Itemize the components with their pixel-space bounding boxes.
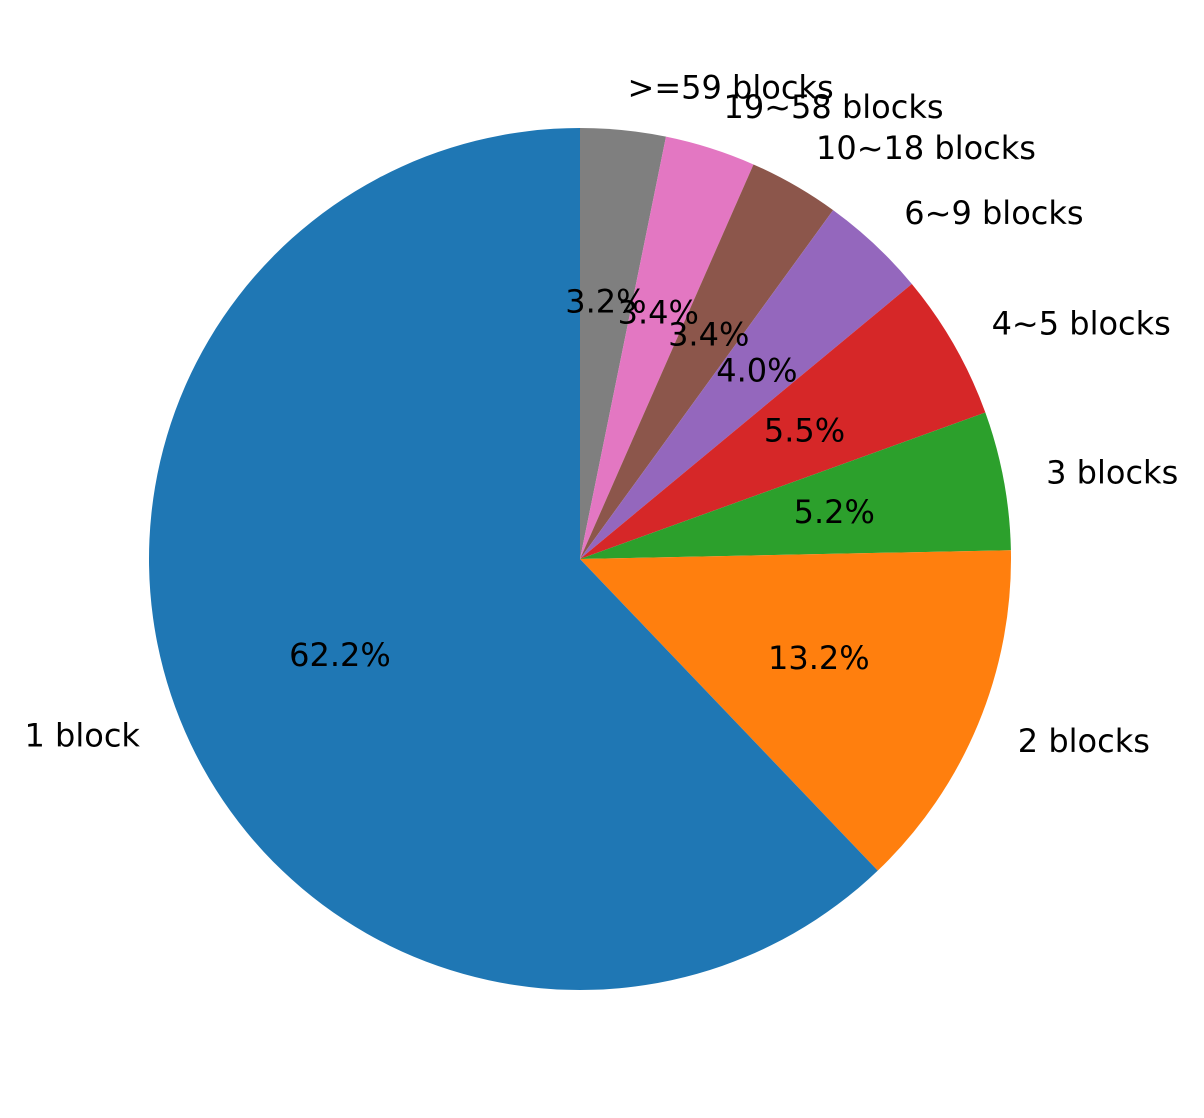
percent-label: 4.0% — [716, 351, 797, 389]
pie-slices — [148, 128, 1011, 990]
pie-slice-6-9-blocks — [580, 210, 912, 559]
pie-slice-4-5-blocks — [580, 283, 986, 559]
category-label: 2 blocks — [1018, 722, 1150, 760]
category-label: 4~5 blocks — [992, 305, 1171, 343]
percentage-labels: 3.2%3.4%3.4%4.0%5.5%5.2%13.2%62.2% — [289, 283, 875, 678]
pie-slice-3-blocks — [580, 412, 1011, 559]
pie-slice-2-blocks — [580, 550, 1011, 871]
category-label: 1 block — [25, 716, 141, 754]
percent-label: 62.2% — [289, 636, 391, 674]
percent-label: 3.4% — [618, 294, 699, 332]
percent-label: 5.5% — [764, 412, 845, 450]
category-label: >=59 blocks — [628, 68, 834, 106]
percent-label: 5.2% — [794, 493, 875, 531]
category-label: 19~58 blocks — [724, 88, 944, 126]
percent-label: 3.2% — [565, 283, 646, 321]
category-label: 3 blocks — [1046, 453, 1178, 491]
pie-slice-1-block — [148, 128, 878, 990]
category-label: 6~9 blocks — [904, 194, 1083, 232]
category-label: 10~18 blocks — [816, 129, 1036, 167]
pie-slice-10-18-blocks — [580, 164, 834, 559]
pie-slice-19-58-blocks — [580, 136, 754, 559]
percent-label: 3.4% — [668, 316, 749, 354]
percent-label: 13.2% — [768, 639, 870, 677]
pie-slice-59-blocks — [580, 128, 666, 559]
